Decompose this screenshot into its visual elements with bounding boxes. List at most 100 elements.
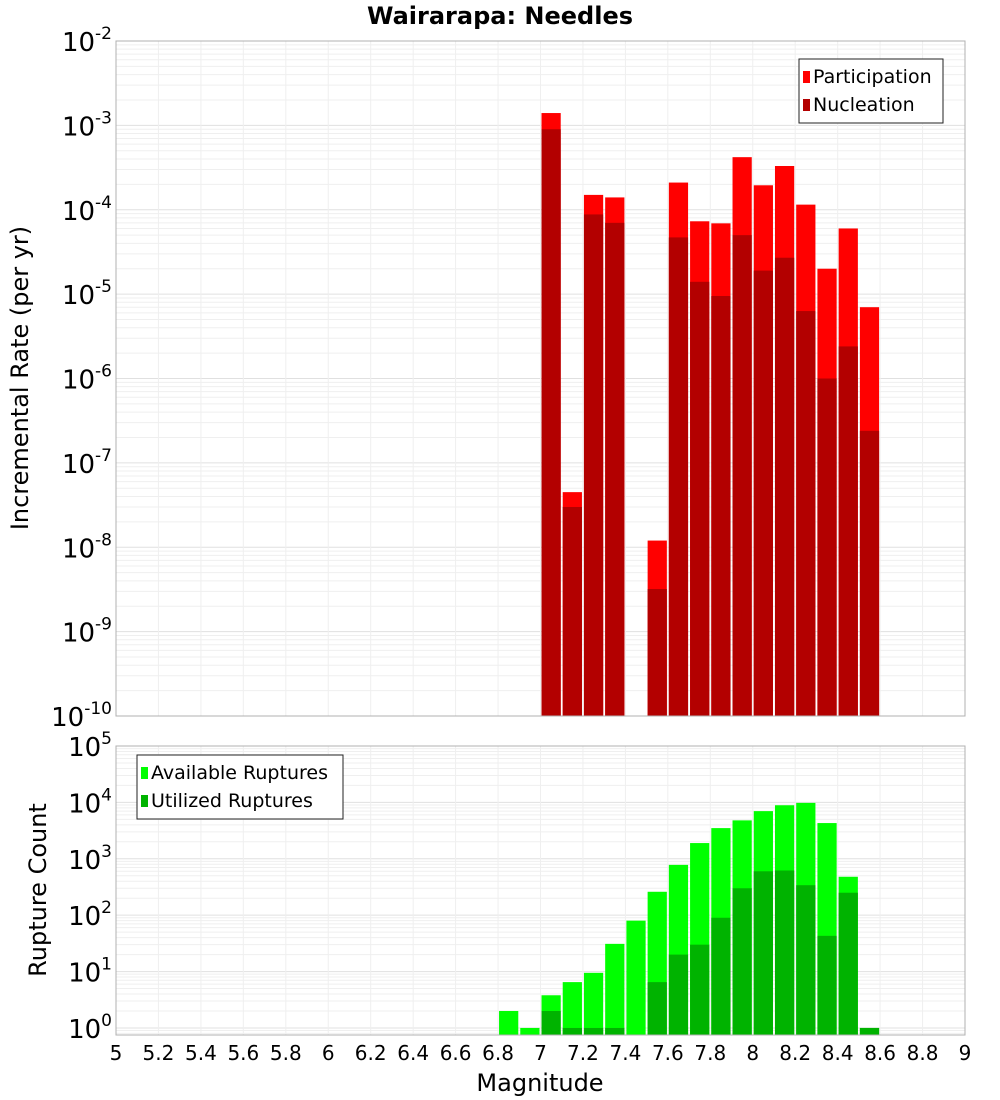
x-tick-label: 8.2 bbox=[779, 1041, 811, 1065]
bottom-bar bbox=[753, 871, 773, 1035]
top-bar bbox=[690, 281, 710, 716]
top-y-tick-label: 10-2 bbox=[62, 24, 112, 58]
x-tick-label: 8 bbox=[746, 1041, 759, 1065]
x-tick-labels: 5 5.2 5.4 5.6 5.8 6 6.2 6.4 6.6 6.8 7 7.2 7.4 7.6 7.8 8… bbox=[110, 1041, 972, 1065]
x-tick-label: 6 bbox=[322, 1041, 335, 1065]
top-bar bbox=[562, 506, 582, 716]
bottom-y-tick-base: 10 bbox=[68, 733, 101, 763]
bottom-y-tick-label: 100 bbox=[68, 1011, 112, 1045]
bottom-bar bbox=[626, 920, 646, 1035]
top-y-tick-base: 10 bbox=[62, 112, 95, 142]
top-series-nucleation bbox=[541, 129, 880, 717]
top-y-tick-label: 10-9 bbox=[62, 615, 112, 649]
bottom-bar bbox=[541, 1010, 561, 1035]
top-y-tick-label: 10-4 bbox=[62, 193, 112, 227]
bottom-y-tick-exponent: 3 bbox=[101, 842, 112, 862]
bottom-y-tick-base: 10 bbox=[68, 846, 101, 876]
top-bar bbox=[605, 222, 625, 716]
x-tick-label: 6.6 bbox=[440, 1041, 472, 1065]
bottom-y-tick-label: 102 bbox=[68, 898, 112, 932]
x-tick-label: 9 bbox=[959, 1041, 972, 1065]
x-tick-label: 5.2 bbox=[143, 1041, 175, 1065]
top-y-tick-exponent: -3 bbox=[95, 108, 112, 128]
top-legend-swatch bbox=[803, 71, 810, 83]
x-tick-label: 8.4 bbox=[822, 1041, 854, 1065]
bottom-y-tick-label: 104 bbox=[68, 785, 112, 819]
bottom-bar bbox=[668, 954, 689, 1035]
top-plot-border bbox=[115, 40, 966, 717]
bottom-bar bbox=[711, 917, 731, 1035]
x-tick-label: 8.8 bbox=[907, 1041, 939, 1065]
bottom-bar bbox=[647, 982, 667, 1035]
x-tick-label: 7.2 bbox=[567, 1041, 599, 1065]
top-y-tick-exponent: -6 bbox=[95, 362, 112, 382]
bottom-y-tick-label: 101 bbox=[68, 955, 112, 989]
top-y-tick-exponent: -9 bbox=[95, 615, 112, 635]
x-tick-label: 7.8 bbox=[694, 1041, 726, 1065]
chart-title: Wairarapa: Needles bbox=[367, 2, 633, 30]
bottom-bar bbox=[817, 935, 837, 1035]
top-legend-label: Nucleation bbox=[813, 94, 915, 116]
x-tick-label: 7.6 bbox=[652, 1041, 684, 1065]
bottom-y-tick-base: 10 bbox=[68, 1015, 101, 1045]
x-tick-label: 5.8 bbox=[270, 1041, 302, 1065]
bottom-plot-border bbox=[115, 745, 966, 1036]
x-tick-label: 6.8 bbox=[482, 1041, 514, 1065]
bottom-bar bbox=[520, 1027, 540, 1035]
bottom-y-tick-base: 10 bbox=[68, 959, 101, 989]
top-bar bbox=[774, 257, 795, 716]
top-y-tick-exponent: -4 bbox=[95, 193, 112, 213]
bottom-y-tick-label: 103 bbox=[68, 842, 112, 876]
top-y-tick-exponent: -7 bbox=[95, 446, 112, 466]
top-plot-panel: 10-210-310-410-510-610-710-810-910-10Par… bbox=[51, 24, 966, 733]
top-bar bbox=[817, 378, 837, 716]
bottom-bar bbox=[605, 943, 625, 1035]
top-bar bbox=[711, 296, 731, 716]
bottom-y-tick-exponent: 4 bbox=[101, 785, 112, 805]
bottom-y-tick-base: 10 bbox=[68, 789, 101, 819]
bottom-bar bbox=[605, 1027, 625, 1035]
x-tick-label: 5.4 bbox=[185, 1041, 217, 1065]
top-y-tick-exponent: -8 bbox=[95, 530, 112, 550]
bottom-bar bbox=[583, 1027, 604, 1035]
top-bar bbox=[838, 346, 858, 716]
top-y-tick-base: 10 bbox=[62, 197, 95, 227]
top-y-tick-base: 10 bbox=[62, 619, 95, 649]
x-axis-label: Magnitude bbox=[476, 1069, 603, 1097]
top-y-tick-base: 10 bbox=[62, 366, 95, 396]
bottom-legend-label: Utilized Ruptures bbox=[151, 790, 313, 812]
top-bar bbox=[796, 311, 816, 716]
top-y-tick-exponent: -2 bbox=[95, 24, 112, 44]
top-y-tick-base: 10 bbox=[62, 281, 95, 311]
bottom-bar bbox=[732, 888, 752, 1035]
top-y-tick-base: 10 bbox=[62, 450, 95, 480]
top-bar bbox=[753, 270, 773, 716]
top-y-tick-label: 10-3 bbox=[62, 108, 112, 142]
top-y-tick-label: 10-6 bbox=[62, 362, 112, 396]
bottom-y-tick-exponent: 1 bbox=[101, 955, 112, 975]
top-y-tick-base: 10 bbox=[51, 703, 84, 733]
top-bar bbox=[859, 430, 880, 716]
bottom-bar bbox=[859, 1027, 880, 1035]
top-bar bbox=[541, 129, 561, 717]
bottom-bar bbox=[562, 1027, 582, 1035]
bottom-bar bbox=[838, 892, 858, 1035]
bottom-legend-swatch bbox=[141, 767, 148, 779]
top-y-tick-base: 10 bbox=[62, 534, 95, 564]
bottom-bar bbox=[499, 1010, 519, 1035]
bottom-y-tick-exponent: 2 bbox=[101, 898, 112, 918]
x-tick-label: 5 bbox=[110, 1041, 123, 1065]
bottom-legend-label: Available Ruptures bbox=[151, 762, 328, 784]
top-bar bbox=[647, 589, 667, 716]
top-legend-box bbox=[798, 58, 944, 124]
x-tick-label: 6.2 bbox=[355, 1041, 387, 1065]
top-y-tick-exponent: -10 bbox=[84, 699, 112, 719]
top-gridlines bbox=[115, 41, 966, 717]
x-tick-label: 5.6 bbox=[227, 1041, 259, 1065]
bottom-bar bbox=[583, 972, 604, 1035]
top-legend: Participation Nucleation bbox=[798, 58, 944, 124]
top-bar bbox=[583, 214, 604, 717]
bottom-legend-box bbox=[136, 754, 344, 820]
